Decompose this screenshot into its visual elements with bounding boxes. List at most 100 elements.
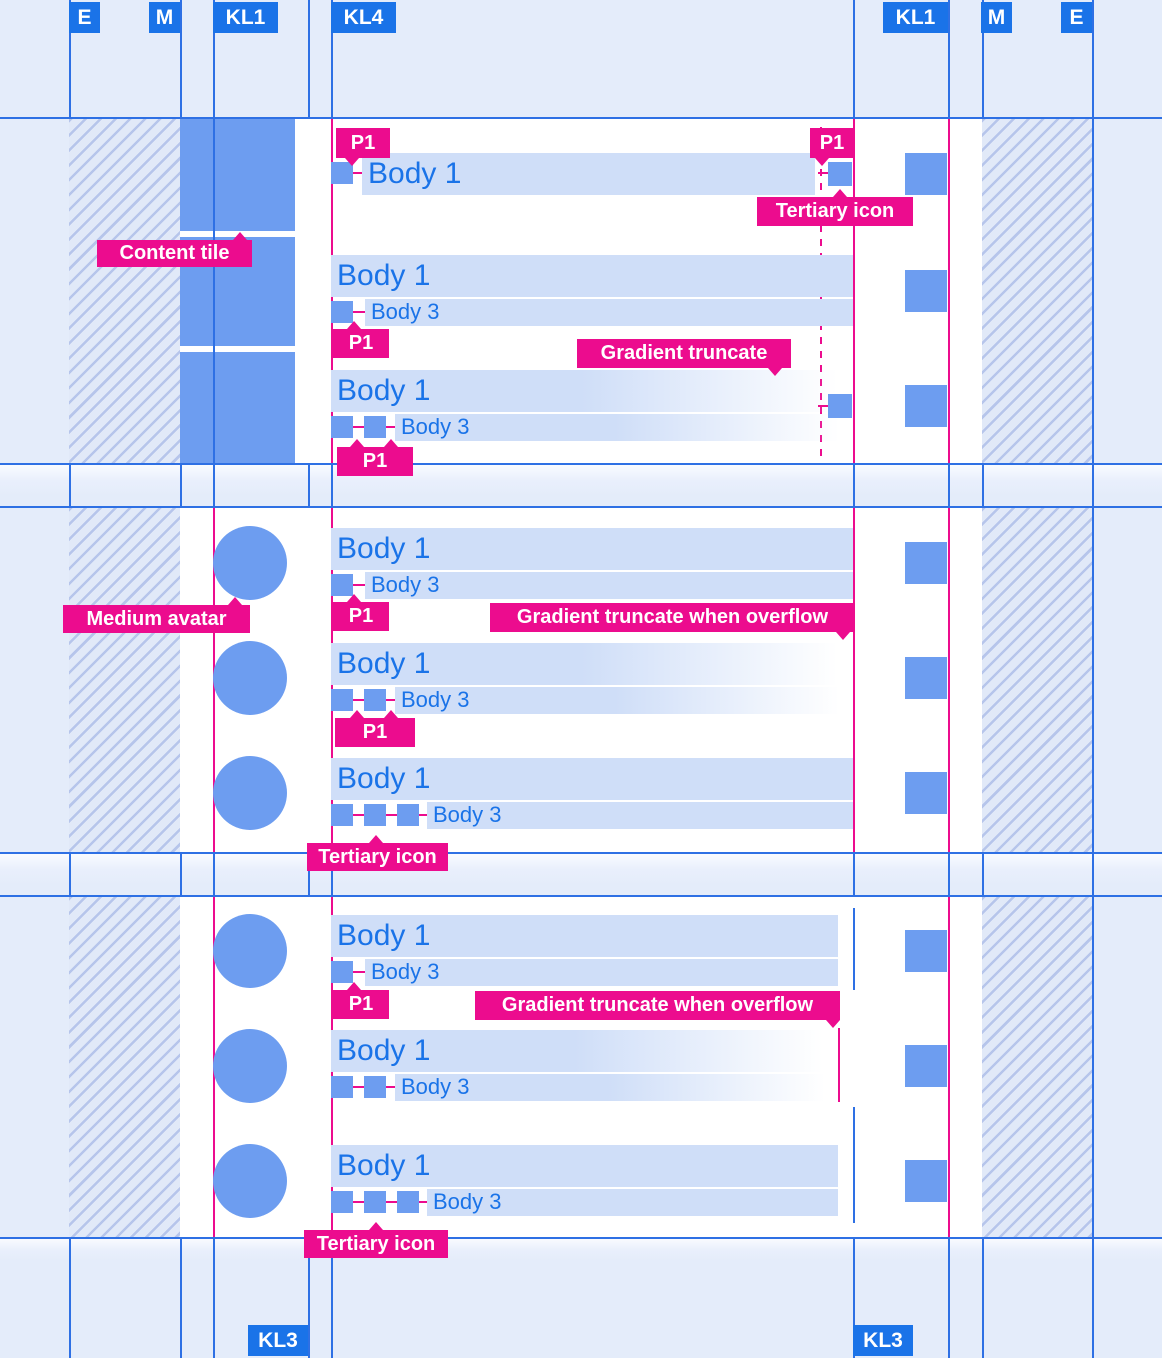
chip-label: KL1 <box>225 5 266 29</box>
leading-icon <box>331 1076 353 1098</box>
leading-icon <box>331 804 353 826</box>
chip-keyline-e-right: E <box>1061 2 1092 33</box>
chip-tertiary-icon: Tertiary icon <box>307 835 448 871</box>
chip-label: KL3 <box>863 1328 903 1352</box>
chip-label: P1 <box>348 993 374 1015</box>
chip-label: Gradient truncate <box>600 342 768 364</box>
meta-icon <box>905 153 947 195</box>
leading-icon <box>364 804 386 826</box>
medium-avatar <box>213 1144 287 1218</box>
leading-icon <box>364 689 386 711</box>
card1-bottom-line <box>0 463 1162 465</box>
tertiary-leading-icon <box>397 804 419 826</box>
text-end-keyline-kl3 <box>853 119 855 463</box>
chip-p1: P1 <box>333 982 389 1019</box>
body1-bar: Body 1 <box>331 528 853 570</box>
pointer-up <box>347 321 361 329</box>
chip-label: Gradient truncate when overflow <box>516 606 829 628</box>
chip-label: Content tile <box>119 242 230 264</box>
chip-p1: P1 <box>333 594 389 631</box>
keyline-kl3-segment <box>853 1107 855 1223</box>
leading-icon <box>331 689 353 711</box>
card-medium-avatar-list-overflow: Body 1 Body 3 Body 1 Body 3 Body 1 Body … <box>69 897 1092 1237</box>
body3-bar: Body 3 <box>427 1189 838 1216</box>
chip-content-tile: Content tile <box>97 232 252 267</box>
body3-bar-truncated: Body 3 <box>395 414 853 441</box>
meta-icon <box>905 930 947 972</box>
pointer-up <box>369 835 383 843</box>
pointer-up <box>347 982 361 990</box>
icon-keyline-kl1 <box>948 897 950 1237</box>
chip-label: P1 <box>362 721 388 743</box>
meta-icon <box>905 1160 947 1202</box>
chip-gradient-truncate: Gradient truncate <box>577 339 791 376</box>
leading-icon <box>331 162 353 184</box>
padding-tick <box>353 584 365 586</box>
meta-icon <box>905 772 947 814</box>
chip-keyline-kl4: KL4 <box>331 2 396 33</box>
meta-icon <box>905 385 947 427</box>
pointer-down <box>768 368 782 376</box>
chip-keyline-kl1-left: KL1 <box>213 2 278 33</box>
chip-p1: P1 <box>335 710 415 747</box>
meta-icon <box>905 270 947 312</box>
chip-label: M <box>987 5 1006 29</box>
chip-tertiary-icon: Tertiary icon <box>757 189 913 226</box>
body1-bar: Body 1 <box>331 1145 838 1187</box>
keyline-e-right <box>1092 0 1094 1358</box>
chip-label: Tertiary icon <box>316 1232 436 1255</box>
pointer-down <box>815 158 829 166</box>
meta-icon <box>905 1045 947 1087</box>
medium-avatar <box>213 1029 287 1103</box>
chip-p1: P1 <box>336 128 390 166</box>
truncate-end-line <box>838 1028 840 1102</box>
medium-avatar <box>213 756 287 830</box>
chip-label: Tertiary icon <box>775 200 895 222</box>
body1-bar-truncated: Body 1 <box>331 1030 838 1072</box>
padding-tick <box>419 814 427 816</box>
pointer-up <box>347 594 361 602</box>
pointer-up <box>369 1222 383 1230</box>
chip-label: KL3 <box>258 1328 298 1352</box>
pointer-up <box>833 189 847 197</box>
padding-tick <box>386 814 397 816</box>
chip-p1: P1 <box>333 321 389 358</box>
padding-tick <box>353 1201 364 1203</box>
padding-tick <box>353 311 365 313</box>
body3-bar: Body 3 <box>365 959 838 986</box>
chip-label: Medium avatar <box>86 607 227 630</box>
padding-tick <box>353 426 364 428</box>
padding-tick <box>353 172 362 174</box>
pointer-up <box>228 597 242 605</box>
padding-tick <box>386 426 395 428</box>
meta-icon <box>905 657 947 699</box>
leading-icon <box>364 1076 386 1098</box>
medium-avatar <box>213 641 287 715</box>
pointer-up <box>384 439 398 447</box>
card3-bottom-line <box>0 1237 1162 1239</box>
body1-bar: Body 1 <box>331 915 838 957</box>
leading-icon <box>331 301 353 323</box>
chip-label: Tertiary icon <box>318 845 437 868</box>
body1-bar: Body 1 <box>362 153 815 195</box>
padding-tick <box>386 1201 397 1203</box>
card3-top-line <box>0 895 1162 897</box>
chip-tertiary-icon: Tertiary icon <box>304 1222 448 1258</box>
hatch-margin-left <box>69 897 180 1237</box>
chip-gradient-truncate-overflow: Gradient truncate when overflow <box>475 991 840 1028</box>
body3-bar-truncated: Body 3 <box>395 687 853 714</box>
body1-bar: Body 1 <box>331 758 853 800</box>
card2-top-line <box>0 506 1162 508</box>
chip-keyline-e-left: E <box>69 2 100 33</box>
padding-tick <box>818 405 828 407</box>
icon-keyline-kl1 <box>948 508 950 852</box>
hatch-margin-right <box>982 119 1092 463</box>
padding-tick <box>353 814 364 816</box>
chip-keyline-kl3-left: KL3 <box>248 1325 308 1356</box>
body3-bar: Body 3 <box>365 299 853 326</box>
hatch-margin-left <box>69 508 180 852</box>
chip-keyline-m-right: M <box>981 2 1012 33</box>
chip-keyline-kl1-right: KL1 <box>883 2 948 33</box>
padding-tick <box>353 971 365 973</box>
